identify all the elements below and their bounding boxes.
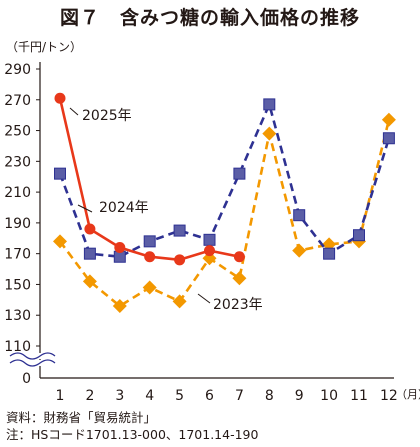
data-point-2025年 — [84, 223, 96, 235]
y-tick-label: 170 — [4, 247, 31, 263]
x-tick-label: 6 — [205, 388, 214, 404]
series-line-2024年 — [58, 103, 391, 258]
y-tick-label: 290 — [4, 62, 31, 78]
data-point-2024年 — [203, 233, 216, 246]
data-point-2023年 — [232, 271, 247, 286]
data-point-2023年 — [53, 234, 67, 249]
data-point-2025年 — [174, 254, 186, 266]
data-point-2024年 — [54, 167, 66, 180]
data-point-2023年 — [82, 274, 97, 289]
source-note: 資料：財務省「貿易統計」 — [6, 410, 157, 425]
data-point-2025年 — [114, 242, 126, 254]
y-axis-unit-label: （千円/トン） — [6, 40, 83, 54]
data-point-2023年 — [292, 243, 307, 258]
x-tick-label: 10 — [320, 388, 338, 404]
axis-break-wave — [9, 352, 56, 360]
x-tick-label: 11 — [350, 388, 368, 404]
data-point-2024年 — [353, 229, 365, 242]
data-point-2024年 — [173, 224, 186, 237]
y-tick-label: 110 — [4, 339, 31, 355]
y-tick-label: 250 — [4, 124, 31, 140]
x-tick-label: 2 — [85, 388, 94, 404]
axis-break-wave — [9, 359, 56, 367]
x-tick-label: 9 — [295, 388, 304, 404]
data-point-2023年 — [172, 294, 187, 309]
x-tick-label: 4 — [145, 388, 154, 404]
x-tick-label: 7 — [235, 388, 244, 404]
series-label-2024年: 2024年 — [99, 200, 149, 216]
y-tick-label: 210 — [4, 185, 31, 201]
data-point-2024年 — [233, 167, 246, 180]
chart-notes: 資料：財務省「貿易統計」 注：HSコード1701.13-000、1701.14-… — [6, 409, 258, 443]
x-tick-label: 5 — [175, 388, 184, 404]
data-point-2024年 — [323, 247, 336, 260]
y-tick-label: 0 — [22, 371, 31, 387]
data-point-2025年 — [54, 92, 66, 104]
x-tick-label: 12 — [380, 388, 398, 404]
y-tick-label: 230 — [4, 154, 31, 170]
series-label-leader — [77, 204, 93, 213]
data-point-2023年 — [112, 298, 127, 313]
series-label-2023年: 2023年 — [213, 297, 263, 313]
data-point-2024年 — [293, 209, 306, 222]
data-point-2024年 — [83, 247, 96, 260]
series-label-2025年: 2025年 — [82, 108, 132, 124]
x-tick-label: 1 — [56, 388, 65, 404]
y-tick-label: 130 — [4, 308, 31, 324]
y-tick-label: 190 — [4, 216, 31, 232]
series-label-leader — [69, 107, 79, 116]
x-tick-label: 3 — [115, 388, 124, 404]
y-tick-label: 150 — [4, 277, 31, 293]
data-point-2024年 — [143, 235, 156, 248]
data-point-2023年 — [381, 112, 396, 127]
data-point-2023年 — [142, 280, 157, 295]
chart-title: 図７ 含みつ糖の輸入価格の推移 — [59, 7, 360, 29]
footnote: 注：HSコード1701.13-000、1701.14-190 — [6, 427, 259, 442]
data-point-2023年 — [262, 126, 277, 141]
y-tick-label: 270 — [4, 93, 31, 109]
data-point-2025年 — [144, 251, 156, 263]
data-point-2024年 — [263, 98, 276, 111]
series-label-leader — [197, 293, 211, 304]
x-axis-unit-label: （月） — [396, 388, 420, 401]
data-point-2025年 — [233, 251, 245, 263]
data-point-2025年 — [204, 245, 215, 257]
x-tick-label: 8 — [265, 388, 274, 404]
data-point-2024年 — [382, 132, 395, 145]
